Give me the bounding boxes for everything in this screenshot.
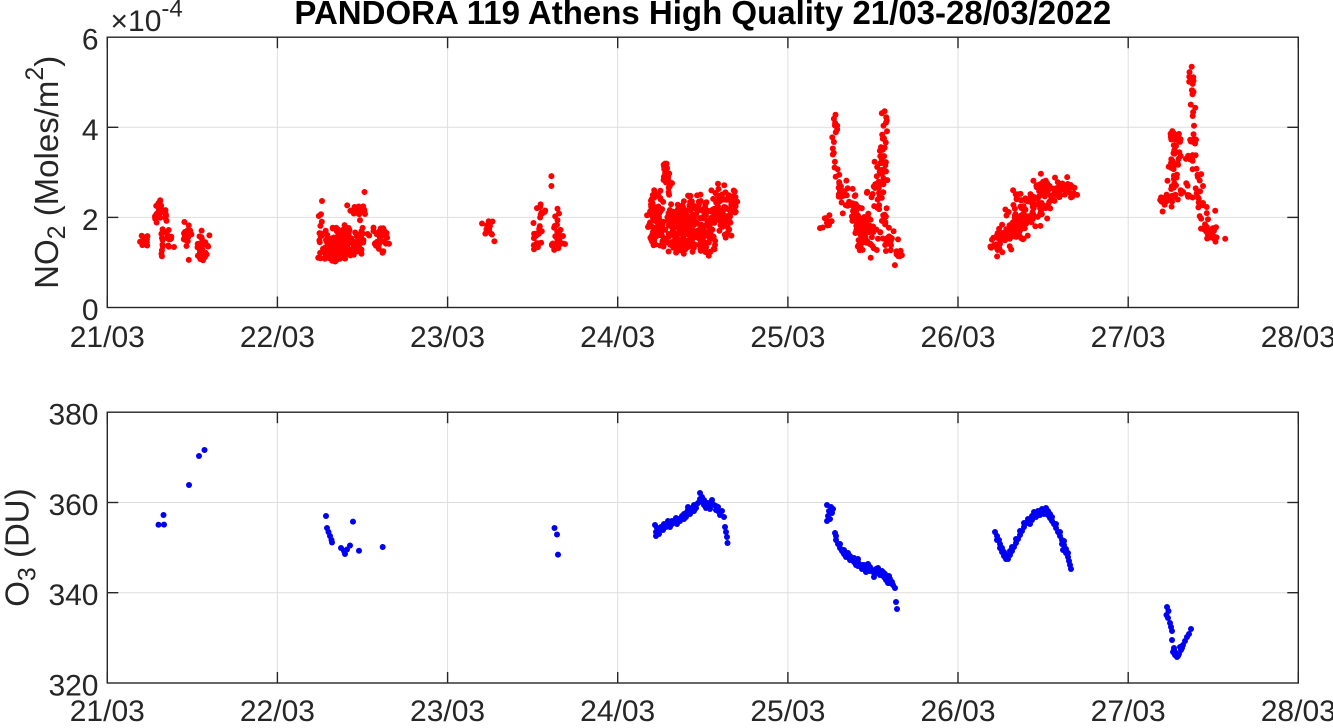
svg-text:28/03: 28/03 (1261, 321, 1333, 354)
svg-text:26/03: 26/03 (920, 695, 995, 723)
svg-text:28/03: 28/03 (1261, 695, 1333, 723)
svg-text:23/03: 23/03 (410, 321, 485, 354)
svg-text:22/03: 22/03 (240, 695, 315, 723)
svg-text:360: 360 (48, 489, 98, 522)
svg-text:0: 0 (82, 294, 99, 327)
svg-text:×10-4: ×10-4 (111, 0, 183, 38)
svg-text:24/03: 24/03 (580, 321, 655, 354)
svg-text:27/03: 27/03 (1091, 695, 1166, 723)
svg-text:O3 (DU): O3 (DU) (0, 488, 42, 606)
svg-text:26/03: 26/03 (920, 321, 995, 354)
svg-text:4: 4 (82, 114, 99, 147)
svg-text:2: 2 (82, 204, 99, 237)
svg-text:380: 380 (48, 399, 98, 432)
svg-text:25/03: 25/03 (750, 695, 825, 723)
svg-text:25/03: 25/03 (750, 321, 825, 354)
svg-text:340: 340 (48, 579, 98, 612)
svg-text:6: 6 (82, 24, 99, 57)
svg-text:NO2 (Moles/m2): NO2 (Moles/m2) (21, 56, 71, 289)
svg-text:21/03: 21/03 (70, 321, 145, 354)
svg-text:24/03: 24/03 (580, 695, 655, 723)
svg-text:PANDORA 119 Athens High Qualit: PANDORA 119 Athens High Quality 21/03-28… (294, 0, 1111, 31)
svg-text:23/03: 23/03 (410, 695, 485, 723)
svg-text:27/03: 27/03 (1091, 321, 1166, 354)
svg-text:22/03: 22/03 (240, 321, 315, 354)
svg-text:320: 320 (48, 670, 98, 703)
